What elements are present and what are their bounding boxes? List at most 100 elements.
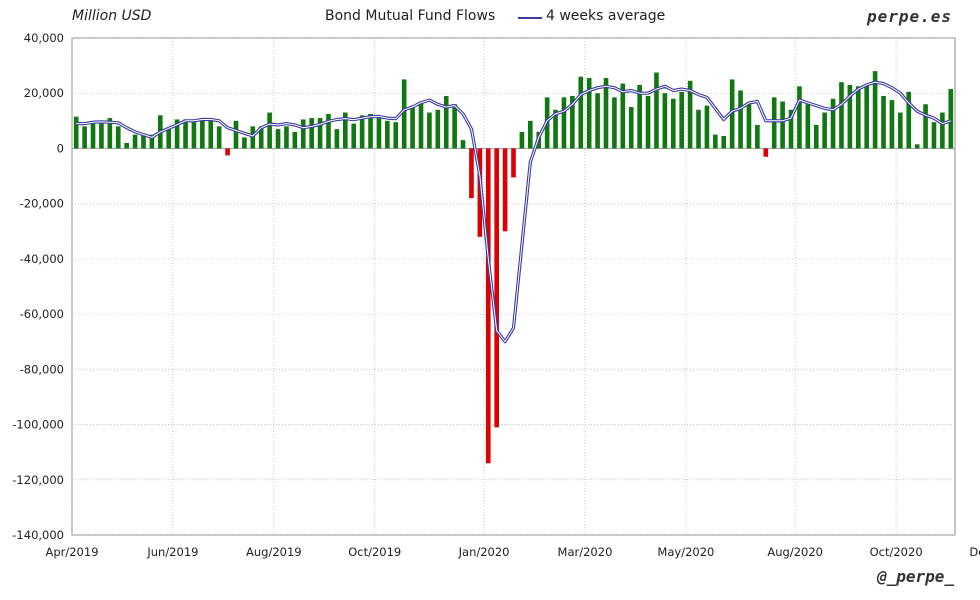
inflow-bar <box>839 82 844 149</box>
outflow-bar <box>502 148 508 232</box>
outflow-bar <box>485 148 491 464</box>
x-tick-label: Aug/2020 <box>767 545 823 559</box>
inflow-bar <box>679 91 685 149</box>
inflow-bar <box>359 115 365 149</box>
inflow-bar <box>721 136 727 149</box>
y-tick-label: -140,000 <box>12 528 64 542</box>
inflow-bar <box>864 84 870 149</box>
inflow-bar <box>326 113 331 149</box>
inflow-bar <box>376 118 382 149</box>
inflow-bar <box>99 120 104 149</box>
x-tick-label: Jan/2020 <box>458 545 510 559</box>
inflow-bar <box>90 123 96 149</box>
inflow-bar <box>200 118 205 149</box>
inflow-bar <box>889 100 895 149</box>
outflow-bar <box>494 148 499 428</box>
legend-average-swatch <box>518 17 542 19</box>
inflow-bar <box>519 131 525 149</box>
inflow-bar <box>948 89 954 149</box>
inflow-bar <box>368 113 373 149</box>
inflow-bar <box>410 105 415 149</box>
inflow-bar <box>132 134 138 149</box>
inflow-bar <box>427 112 432 149</box>
inflow-bar <box>166 129 172 149</box>
chart-title: Bond Mutual Fund Flows <box>325 8 496 24</box>
inflow-bar <box>578 76 584 149</box>
inflow-bar <box>628 107 634 149</box>
inflow-bar <box>822 112 827 149</box>
inflow-bar <box>881 95 886 149</box>
x-tick-label: Apr/2019 <box>45 545 98 559</box>
inflow-bar <box>670 98 676 149</box>
outflow-bar <box>469 148 474 199</box>
inflow-bar <box>738 90 743 149</box>
inflow-bar <box>847 84 853 149</box>
inflow-bar <box>637 84 642 149</box>
inflow-bar <box>553 109 558 149</box>
inflow-bar <box>687 80 693 149</box>
inflow-bar <box>385 120 390 149</box>
inflow-bar <box>191 120 197 149</box>
inflow-bar <box>645 95 651 149</box>
inflow-bar <box>813 124 819 149</box>
inflow-bar <box>115 126 121 149</box>
inflow-bar <box>82 126 87 149</box>
inflow-bar <box>300 119 306 149</box>
inflow-bar <box>443 95 449 149</box>
inflow-bar <box>914 144 920 149</box>
inflow-bar <box>107 118 113 149</box>
inflow-bar <box>208 119 214 149</box>
x-tick-label: Dec/2020 <box>969 545 980 559</box>
y-axis-unit-label: Million USD <box>72 8 152 24</box>
inflow-bar <box>931 122 937 149</box>
inflow-bar <box>612 97 617 149</box>
inflow-bar <box>595 93 600 149</box>
inflow-bar <box>603 78 609 149</box>
inflow-bar <box>242 137 247 149</box>
inflow-bar <box>561 97 567 149</box>
inflow-bar <box>923 104 928 149</box>
inflow-bar <box>746 104 752 149</box>
inflow-bar <box>149 134 155 149</box>
inflow-bar <box>570 95 575 149</box>
inflow-bar <box>729 79 735 149</box>
inflow-bar <box>830 98 836 149</box>
y-tick-label: -80,000 <box>20 362 64 376</box>
inflow-bar <box>460 140 466 149</box>
inflow-bar <box>713 134 718 149</box>
inflow-bar <box>704 105 710 149</box>
inflow-bar <box>805 104 811 149</box>
y-tick-label: -120,000 <box>12 473 64 487</box>
outflow-bar <box>511 148 516 178</box>
x-tick-label: Mar/2020 <box>558 545 613 559</box>
y-tick-label: -60,000 <box>20 307 64 321</box>
inflow-bar <box>183 119 188 149</box>
inflow-bar <box>696 109 701 149</box>
inflow-bar <box>258 126 264 149</box>
inflow-bar <box>401 79 407 149</box>
inflow-bar <box>654 72 659 149</box>
inflow-bar <box>275 129 281 149</box>
inflow-bar <box>780 101 785 149</box>
inflow-bar <box>292 131 298 149</box>
y-tick-label: 0 <box>57 141 64 155</box>
inflow-bar <box>906 91 912 149</box>
y-tick-label: -100,000 <box>12 418 64 432</box>
inflow-bar <box>174 119 180 149</box>
inflow-bar <box>73 116 79 149</box>
inflow-bar <box>284 126 289 149</box>
x-tick-label: Jun/2019 <box>146 545 198 559</box>
inflow-bar <box>788 109 794 149</box>
inflow-bar <box>528 120 533 149</box>
x-tick-label: Aug/2019 <box>246 545 302 559</box>
inflow-bar <box>855 86 861 149</box>
author-handle: @_perpe_ <box>876 567 954 586</box>
inflow-bar <box>872 71 878 149</box>
inflow-bar <box>393 122 399 149</box>
inflow-bar <box>586 78 592 149</box>
inflow-bar <box>620 83 626 149</box>
x-tick-label: May/2020 <box>657 545 714 559</box>
x-tick-label: Oct/2019 <box>348 545 401 559</box>
outflow-bar <box>763 148 769 157</box>
inflow-bar <box>309 118 314 149</box>
